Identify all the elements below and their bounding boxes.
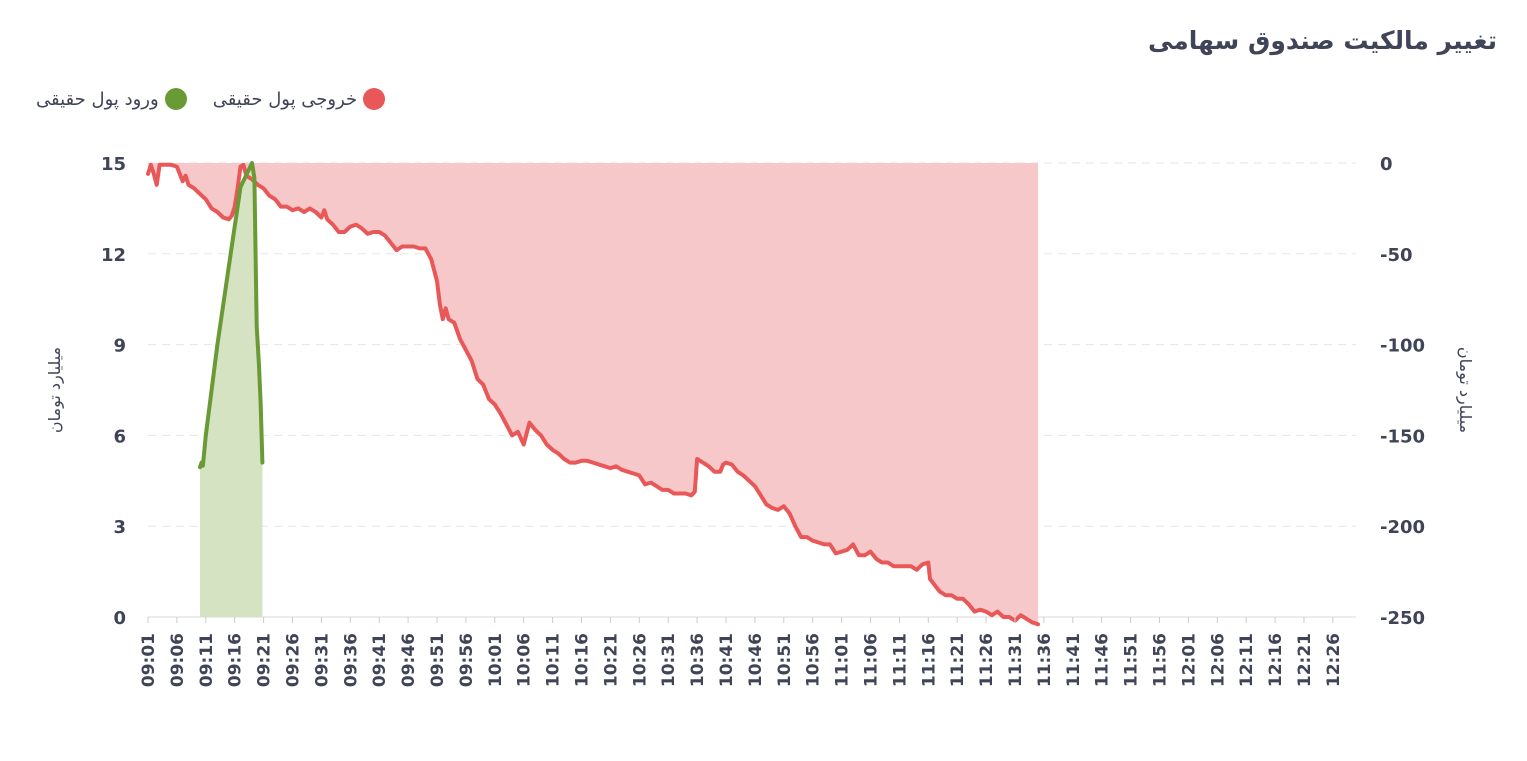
y-left-axis-title: میلیارد تومان	[45, 347, 65, 433]
y-left-tick-label: 0	[113, 608, 126, 629]
legend-dot-inflow	[164, 88, 187, 110]
x-tick-label: 12:01	[1179, 633, 1199, 687]
x-tick-label: 12:11	[1237, 633, 1257, 687]
chart-title: تغییر مالکیت صندوق سهامی	[1148, 26, 1497, 55]
y-right-tick-label: -100	[1380, 336, 1425, 357]
x-tick-label: 09:31	[312, 633, 332, 687]
x-tick-label: 11:21	[948, 633, 968, 687]
x-tick-label: 11:06	[861, 633, 881, 687]
x-tick-label: 09:36	[341, 633, 361, 687]
x-tick-label: 11:56	[1150, 633, 1170, 687]
x-tick-label: 09:21	[255, 633, 275, 687]
y-right-axis-title: میلیارد تومان	[1455, 347, 1475, 433]
x-tick-label: 10:46	[746, 633, 766, 687]
y-left-tick-label: 12	[101, 245, 126, 266]
x-tick-label: 09:26	[283, 633, 303, 687]
y-left-tick-label: 3	[113, 517, 126, 538]
x-tick-label: 10:41	[717, 633, 737, 687]
outflow-area	[148, 163, 1039, 625]
x-tick-label: 09:16	[226, 633, 246, 687]
x-tick-label: 11:51	[1122, 633, 1142, 687]
x-tick-label: 09:56	[457, 633, 477, 687]
y-left-tick-label: 15	[101, 154, 126, 175]
legend-dot-outflow	[363, 88, 386, 110]
x-tick-label: 09:06	[168, 633, 188, 687]
legend-item-inflow[interactable]: ورود پول حقیقی	[36, 88, 187, 110]
x-tick-label: 10:51	[775, 633, 795, 687]
x-tick-label: 12:26	[1324, 633, 1344, 687]
y-left-tick-label: 6	[113, 426, 126, 447]
x-tick-label: 09:51	[428, 633, 448, 687]
x-tick-label: 10:11	[544, 633, 564, 687]
x-tick-label: 10:26	[630, 633, 650, 687]
y-right-tick-label: 0	[1380, 154, 1393, 175]
x-tick-label: 10:21	[601, 633, 621, 687]
x-tick-label: 11:46	[1093, 633, 1113, 687]
x-tick-label: 11:41	[1064, 633, 1084, 687]
y-right-tick-label: -250	[1380, 608, 1425, 629]
outflow-line	[146, 162, 1041, 627]
x-tick-label: 10:36	[688, 633, 708, 687]
x-tick-label: 11:26	[977, 633, 997, 687]
x-tick-label: 10:31	[659, 633, 679, 687]
x-tick-label: 10:16	[572, 633, 592, 687]
x-tick-label: 09:11	[197, 633, 217, 687]
x-tick-label: 10:06	[515, 633, 535, 687]
x-tick-label: 10:01	[486, 633, 506, 687]
x-tick-label: 12:06	[1208, 633, 1228, 687]
x-tick-label: 09:01	[139, 633, 159, 687]
x-tick-label: 11:16	[919, 633, 939, 687]
y-right-tick-label: -150	[1380, 426, 1425, 447]
legend-label-inflow: ورود پول حقیقی	[36, 88, 159, 110]
inflow-area	[200, 163, 263, 617]
x-tick-label: 09:46	[399, 633, 419, 687]
x-tick-label: 12:16	[1266, 633, 1286, 687]
y-right-tick-label: -50	[1380, 245, 1413, 266]
legend-label-outflow: خروجی پول حقیقی	[212, 88, 358, 110]
x-tick-label: 11:31	[1006, 633, 1026, 687]
inflow-line	[198, 161, 265, 470]
x-tick-label: 11:01	[833, 633, 853, 687]
legend: ورود پول حقیقی خروجی پول حقیقی	[36, 88, 386, 110]
y-right-tick-label: -200	[1380, 517, 1425, 538]
x-tick-label: 10:56	[804, 633, 824, 687]
legend-item-outflow[interactable]: خروجی پول حقیقی	[212, 88, 386, 110]
x-tick-label: 11:36	[1035, 633, 1055, 687]
x-tick-label: 09:41	[370, 633, 390, 687]
x-tick-label: 11:11	[890, 633, 910, 687]
x-tick-label: 12:21	[1295, 633, 1315, 687]
y-left-tick-label: 9	[113, 336, 126, 357]
